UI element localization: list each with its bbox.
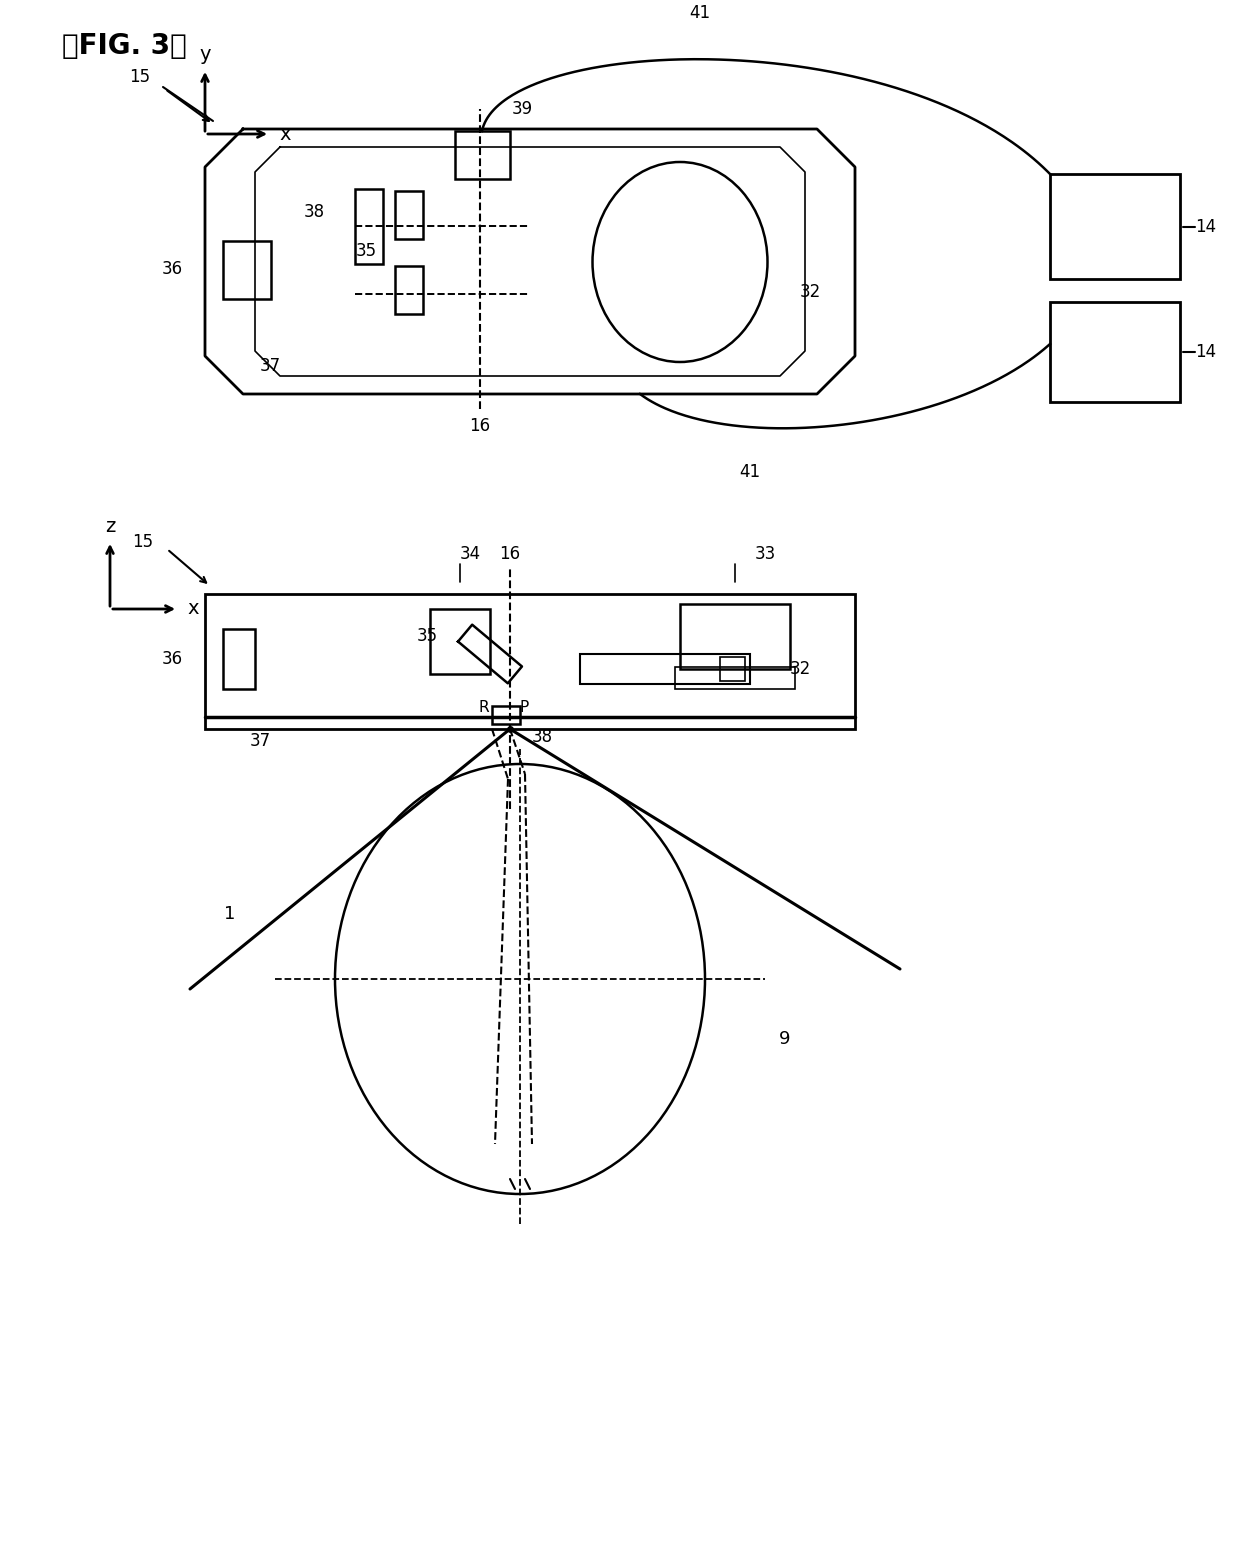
Text: 1: 1 — [224, 906, 236, 923]
Text: 41: 41 — [739, 463, 760, 482]
Text: 37: 37 — [249, 732, 270, 751]
Bar — [396, 266, 423, 314]
Bar — [430, 608, 490, 674]
Bar — [680, 604, 790, 669]
Text: 41: 41 — [689, 5, 711, 22]
Bar — [580, 654, 750, 683]
Text: 36: 36 — [162, 260, 184, 278]
Bar — [720, 657, 745, 680]
Bar — [675, 666, 795, 690]
Bar — [1050, 302, 1180, 402]
Bar — [396, 191, 423, 239]
Text: x: x — [279, 125, 290, 144]
Bar — [205, 594, 856, 729]
Text: 35: 35 — [417, 627, 438, 644]
Text: z: z — [105, 516, 115, 535]
Text: 32: 32 — [790, 660, 811, 679]
Text: 16: 16 — [500, 544, 521, 563]
Text: 34: 34 — [460, 544, 481, 563]
Text: P: P — [520, 699, 528, 715]
Text: 15: 15 — [129, 67, 150, 86]
Text: 38: 38 — [532, 727, 553, 746]
Bar — [455, 131, 510, 178]
Bar — [355, 189, 383, 264]
Bar — [223, 629, 255, 690]
Text: 38: 38 — [304, 203, 325, 221]
Bar — [492, 705, 520, 724]
Text: 33: 33 — [754, 544, 776, 563]
Bar — [1050, 174, 1180, 278]
Text: 16: 16 — [470, 418, 491, 435]
Text: 14: 14 — [1195, 217, 1216, 236]
Text: 37: 37 — [260, 357, 281, 375]
Text: 9: 9 — [779, 1031, 791, 1048]
Text: y: y — [200, 44, 211, 64]
Text: 32: 32 — [800, 283, 821, 300]
Text: 15: 15 — [131, 533, 153, 551]
Text: 35: 35 — [356, 242, 377, 260]
Text: 【FIG. 3】: 【FIG. 3】 — [62, 31, 187, 59]
Text: 39: 39 — [511, 100, 532, 117]
Text: R: R — [479, 699, 490, 715]
Text: x: x — [187, 599, 198, 618]
Text: 36: 36 — [162, 651, 184, 668]
Bar — [223, 241, 272, 299]
Text: 14: 14 — [1195, 343, 1216, 361]
